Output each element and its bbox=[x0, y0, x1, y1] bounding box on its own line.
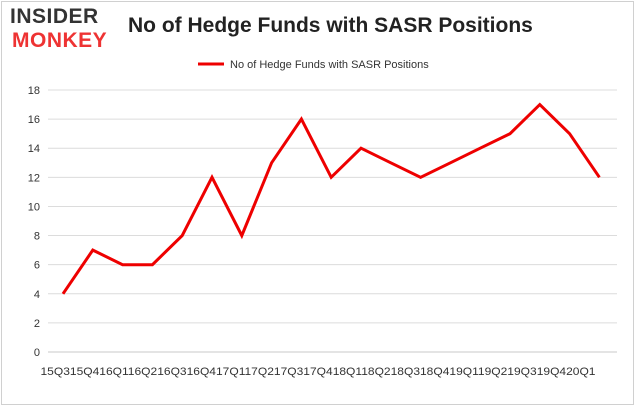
y-tick-label-2: 2 bbox=[34, 318, 40, 330]
y-axis-ticks: 0 2 4 6 8 10 12 14 16 18 bbox=[28, 85, 40, 359]
logo-top-text: INSIDER bbox=[10, 5, 99, 28]
y-tick-label-12: 12 bbox=[28, 172, 40, 184]
grid-lines bbox=[48, 89, 617, 353]
y-tick-label-4: 4 bbox=[34, 289, 40, 301]
y-tick-label-10: 10 bbox=[28, 201, 40, 213]
y-tick-label-6: 6 bbox=[34, 260, 40, 272]
y-tick-label-18: 18 bbox=[28, 85, 40, 97]
chart-title: No of Hedge Funds with SASR Positions bbox=[128, 14, 533, 37]
x-axis-tick-labels: 15Q315Q416Q116Q216Q316Q417Q117Q217Q317Q4… bbox=[41, 366, 596, 378]
y-tick-label-0: 0 bbox=[34, 347, 40, 359]
legend-label: No of Hedge Funds with SASR Positions bbox=[230, 59, 429, 71]
y-tick-label-8: 8 bbox=[34, 231, 40, 243]
logo-bottom-text: MONKEY bbox=[12, 29, 108, 52]
legend: No of Hedge Funds with SASR Positions bbox=[198, 59, 429, 71]
series-line bbox=[61, 102, 601, 295]
data-points bbox=[62, 104, 600, 294]
insider-monkey-logo: INSIDER MONKEY bbox=[10, 6, 118, 54]
y-tick-label-16: 16 bbox=[28, 114, 40, 126]
y-tick-label-14: 14 bbox=[28, 143, 40, 155]
